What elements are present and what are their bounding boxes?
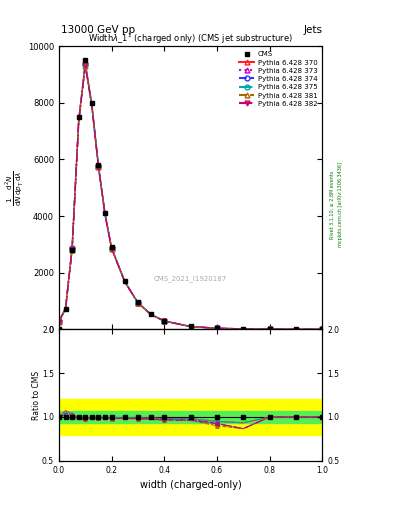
X-axis label: width (charged-only): width (charged-only) [140, 480, 241, 490]
Text: Jets: Jets [303, 25, 322, 35]
CMS [57, 326, 61, 332]
CMS [103, 210, 107, 216]
CMS [320, 326, 325, 332]
Text: 13000 GeV pp: 13000 GeV pp [61, 25, 135, 35]
CMS [90, 100, 94, 106]
Y-axis label: $\frac{1}{\mathrm{d}N} \frac{\mathrm{d}^2 N}{\mathrm{d}p_T\, \mathrm{d}\lambda}$: $\frac{1}{\mathrm{d}N} \frac{\mathrm{d}^… [4, 169, 25, 206]
Bar [59, 399, 322, 435]
CMS [96, 162, 101, 168]
CMS [162, 318, 167, 324]
CMS [70, 247, 75, 253]
Line: CMS: CMS [57, 58, 325, 332]
CMS [188, 324, 193, 330]
Title: Width$\lambda\_1^1$ (charged only) (CMS jet substructure): Width$\lambda\_1^1$ (charged only) (CMS … [88, 32, 293, 46]
CMS [215, 325, 219, 331]
Y-axis label: Ratio to CMS: Ratio to CMS [31, 371, 40, 420]
CMS [149, 311, 153, 317]
CMS [241, 326, 246, 332]
CMS [83, 57, 88, 63]
CMS [123, 278, 127, 284]
Bar [59, 411, 322, 423]
CMS [76, 114, 81, 120]
CMS [136, 300, 140, 306]
Text: mcplots.cern.ch [arXiv:1306.3436]: mcplots.cern.ch [arXiv:1306.3436] [338, 162, 343, 247]
Text: CMS_2021_I1920187: CMS_2021_I1920187 [154, 275, 227, 282]
CMS [294, 326, 298, 332]
CMS [109, 244, 114, 250]
CMS [63, 306, 68, 312]
CMS [267, 326, 272, 332]
Text: Rivet 3.1.10, ≥ 2.8M events: Rivet 3.1.10, ≥ 2.8M events [330, 170, 335, 239]
Legend: CMS, Pythia 6.428 370, Pythia 6.428 373, Pythia 6.428 374, Pythia 6.428 375, Pyt: CMS, Pythia 6.428 370, Pythia 6.428 373,… [237, 50, 319, 108]
